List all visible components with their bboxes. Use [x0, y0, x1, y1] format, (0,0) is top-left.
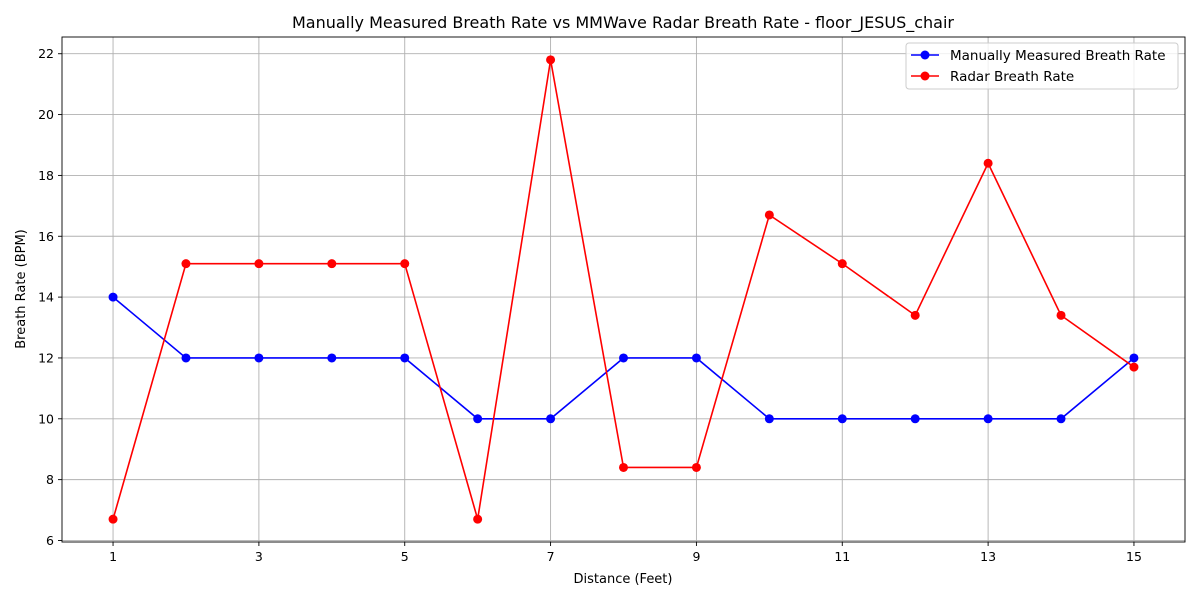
series-1-point	[327, 259, 337, 269]
series-1-point	[910, 310, 920, 320]
x-tick-label: 15	[1126, 549, 1142, 564]
chart-title: Manually Measured Breath Rate vs MMWave …	[292, 13, 954, 33]
series-0-point	[1129, 353, 1139, 363]
series-1-point	[764, 210, 774, 220]
series-0-point	[254, 353, 264, 363]
x-tick-label: 3	[255, 549, 263, 564]
y-tick-label: 12	[38, 350, 54, 365]
x-tick-label: 13	[980, 549, 996, 564]
y-axis-label: Breath Rate (BPM)	[14, 229, 29, 348]
series-0-point	[691, 353, 701, 363]
series-0-point	[837, 414, 847, 424]
y-tick-label: 6	[46, 533, 54, 548]
series-0-point	[473, 414, 483, 424]
series-line-1	[112, 59, 1135, 520]
x-tick-label: 7	[547, 549, 555, 564]
y-tick-label: 16	[38, 229, 54, 244]
y-tick-label: 8	[46, 472, 54, 487]
y-tick-label: 10	[38, 411, 54, 426]
series-1-point	[837, 259, 847, 269]
series-0-point	[400, 353, 410, 363]
series-1-point	[546, 55, 556, 65]
legend-label-manual: Manually Measured Breath Rate	[950, 48, 1166, 64]
series-layer	[108, 55, 1139, 524]
series-0-point	[764, 414, 774, 424]
series-1-point	[1056, 310, 1066, 320]
legend-label-radar: Radar Breath Rate	[950, 69, 1074, 85]
y-tick-label: 14	[38, 290, 54, 305]
series-1-point	[108, 514, 118, 524]
series-1-point	[254, 259, 264, 269]
series-1-point	[400, 259, 410, 269]
x-axis-label: Distance (Feet)	[574, 572, 673, 587]
legend: Manually Measured Breath Rate Radar Brea…	[905, 42, 1179, 90]
series-0-point	[327, 353, 337, 363]
legend-marker-manual	[920, 50, 930, 60]
series-1-point	[983, 158, 993, 168]
legend-frame	[905, 42, 1179, 90]
series-1-point	[1129, 362, 1139, 372]
legend-marker-radar	[920, 71, 930, 81]
series-0-point	[910, 414, 920, 424]
y-tick-label: 22	[38, 46, 54, 61]
series-0-point	[181, 353, 191, 363]
y-tick-label: 20	[38, 107, 54, 122]
series-0-point	[108, 292, 118, 302]
series-0-point	[546, 414, 556, 424]
y-tick-label: 18	[38, 168, 54, 183]
series-0-point	[1056, 414, 1066, 424]
plot-frame	[61, 36, 1186, 543]
series-1-point	[619, 462, 628, 472]
series-1-point	[691, 462, 701, 472]
series-1-point	[473, 514, 483, 524]
series-0-point	[983, 414, 993, 424]
x-tick-label: 9	[692, 549, 700, 564]
series-0-point	[619, 353, 628, 363]
x-tick-label: 11	[834, 549, 850, 564]
axes-layer	[61, 36, 1186, 543]
x-tick-label: 1	[109, 549, 117, 564]
x-tick-label: 5	[401, 549, 409, 564]
series-1-point	[181, 259, 191, 269]
